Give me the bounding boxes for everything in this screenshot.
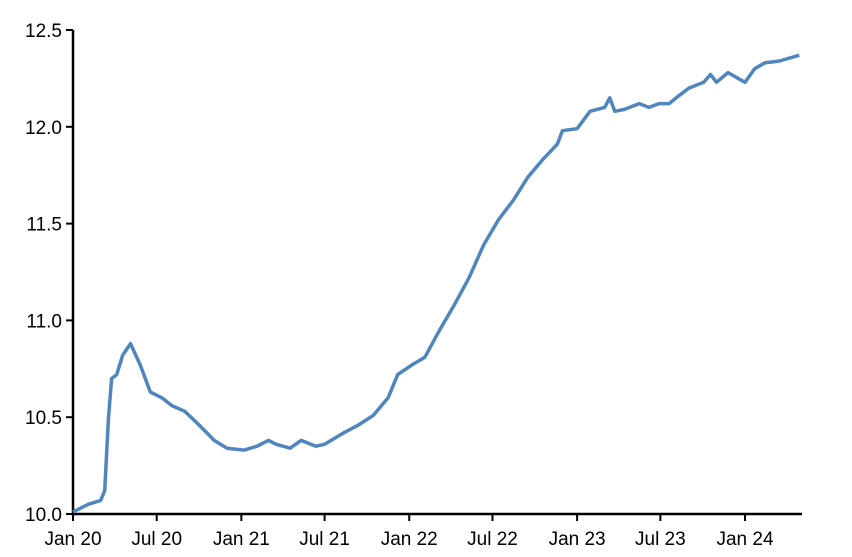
y-tick-label: 11.0 [26,311,62,332]
x-tick-label: Jul 23 [635,529,686,550]
x-tick-label: Jul 21 [299,529,350,550]
x-tick-label: Jan 24 [716,529,773,550]
y-tick-label: 10.0 [25,505,62,526]
series-line [72,53,800,514]
y-tick-label: 12.0 [25,118,62,139]
x-tick-label: Jan 23 [549,529,606,550]
x-tick-label: Jul 22 [467,529,518,550]
y-tick-label: 12.5 [25,21,62,42]
x-tick-label: Jan 20 [44,529,101,550]
x-tick-label: Jan 21 [213,529,270,550]
y-tick-label: 11.5 [26,215,62,236]
x-tick-label: Jul 20 [131,529,182,550]
y-tick-label: 10.5 [25,408,62,429]
x-tick-label: Jan 22 [381,529,438,550]
